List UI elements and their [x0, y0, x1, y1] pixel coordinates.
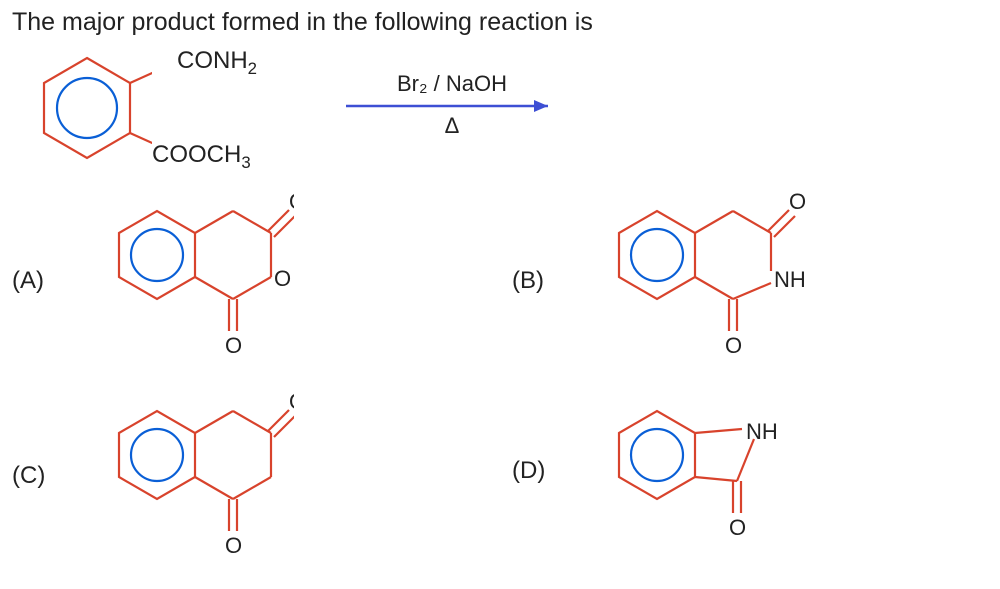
option-B-label: (B) [512, 267, 556, 295]
svg-text:O: O [289, 389, 294, 414]
svg-text:NH: NH [774, 267, 806, 292]
option-B-structure: O NH O [564, 191, 814, 371]
option-D-label: (D) [512, 457, 556, 485]
option-C-label: (C) [12, 462, 56, 490]
option-C: (C) O O [12, 381, 294, 571]
svg-text:O: O [729, 515, 746, 540]
svg-text:O: O [725, 333, 742, 358]
svg-text:O: O [289, 191, 294, 214]
sm-bottom-group: COOCH3 [152, 141, 251, 173]
option-B: (B) O NH O [512, 191, 814, 371]
reaction-arrow-block: Br₂ / NaOH Δ [342, 71, 562, 139]
option-D-structure: NH O [564, 391, 804, 551]
reaction-scheme: CONH2 COOCH3 Br₂ / NaOH Δ [12, 41, 988, 181]
starting-material-ring [22, 46, 152, 166]
svg-text:NH: NH [746, 419, 778, 444]
options-grid: (A) O O O (B) [12, 181, 988, 581]
svg-text:O: O [274, 266, 291, 291]
question-text: The major product formed in the followin… [12, 8, 988, 37]
option-A-label: (A) [12, 267, 56, 295]
option-A-structure: O O O [64, 191, 294, 371]
svg-text:O: O [225, 533, 242, 558]
svg-text:O: O [789, 191, 806, 214]
svg-text:O: O [225, 333, 242, 358]
option-D: (D) NH O [512, 391, 804, 551]
sm-top-group: CONH2 [177, 47, 257, 79]
option-C-structure: O O [64, 381, 294, 571]
reagent-bottom: Δ [342, 113, 562, 139]
reagent-top: Br₂ / NaOH [342, 71, 562, 97]
option-A: (A) O O O [12, 191, 294, 371]
